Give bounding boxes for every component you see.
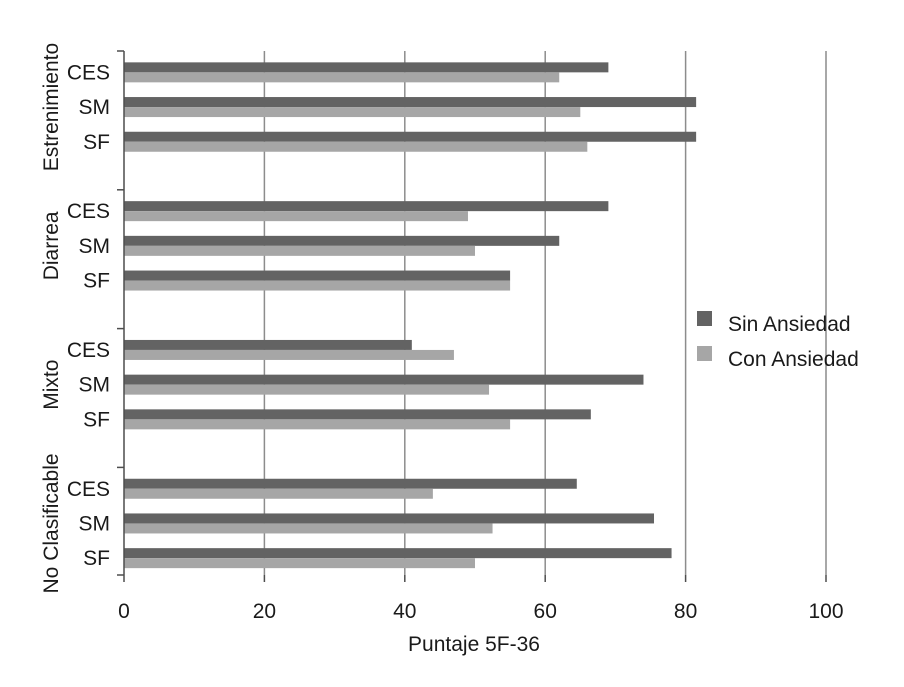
legend-label-con-ansiedad: Con Ansiedad	[728, 348, 859, 371]
category-label-g0-c2: SF	[83, 131, 110, 154]
bar-sin-ansiedad-g0-c2	[124, 131, 697, 142]
category-label-g2-c1: SM	[79, 374, 111, 397]
bar-sin-ansiedad-g2-c2	[124, 409, 591, 420]
legend-swatch-sin-ansiedad	[697, 311, 712, 326]
category-label-g2-c2: SF	[83, 408, 110, 431]
category-label-g1-c1: SM	[79, 235, 111, 258]
group-label-0: Estrenimiento	[40, 43, 63, 171]
bar-con-ansiedad-g0-c2	[124, 141, 588, 152]
x-axis-title: Puntaje 5F-36	[408, 633, 540, 656]
bar-con-ansiedad-g2-c1	[124, 384, 490, 395]
category-label-g3-c2: SF	[83, 547, 110, 570]
group-label-1: Diarrea	[40, 211, 63, 280]
bar-sin-ansiedad-g3-c2	[124, 548, 672, 559]
tick-label-x-80: 80	[674, 600, 697, 623]
category-label-g3-c0: CES	[67, 478, 110, 501]
axes	[117, 50, 827, 582]
category-label-g1-c2: SF	[83, 270, 110, 293]
bar-sin-ansiedad-g1-c0	[124, 201, 609, 212]
bar-con-ansiedad-g3-c1	[124, 523, 493, 534]
bar-con-ansiedad-g0-c1	[124, 107, 581, 118]
category-label-g3-c1: SM	[79, 512, 111, 535]
tick-label-x-40: 40	[393, 600, 416, 623]
bar-con-ansiedad-g1-c2	[124, 280, 511, 291]
bar-sin-ansiedad-g1-c1	[124, 235, 560, 246]
category-label-g0-c0: CES	[67, 61, 110, 84]
tick-label-x-60: 60	[534, 600, 557, 623]
bar-sin-ansiedad-g0-c0	[124, 62, 609, 73]
bar-con-ansiedad-g3-c0	[124, 488, 433, 499]
group-label-3: No Clasificable	[40, 453, 63, 593]
bar-con-ansiedad-g3-c2	[124, 558, 475, 569]
tick-label-x-20: 20	[253, 600, 276, 623]
bar-con-ansiedad-g0-c0	[124, 72, 560, 83]
legend-swatch-con-ansiedad	[697, 346, 712, 361]
category-label-g1-c0: CES	[67, 200, 110, 223]
bar-sin-ansiedad-g3-c1	[124, 513, 655, 524]
tick-label-x-0: 0	[118, 600, 130, 623]
category-label-g0-c1: SM	[79, 96, 111, 119]
group-label-2: Mixto	[40, 360, 63, 410]
bar-con-ansiedad-g2-c2	[124, 419, 511, 430]
bar-sin-ansiedad-g2-c1	[124, 374, 644, 385]
legend: Sin Ansiedad Con Ansiedad	[697, 311, 859, 371]
bar-sin-ansiedad-g2-c0	[124, 339, 412, 350]
bar-sin-ansiedad-g0-c1	[124, 97, 697, 108]
tick-label-x-100: 100	[808, 600, 843, 623]
bar-con-ansiedad-g1-c1	[124, 245, 475, 256]
legend-label-sin-ansiedad: Sin Ansiedad	[728, 313, 851, 336]
bars	[124, 62, 697, 569]
labels: 0 20 40 60 80 100CESSMSFEstrenimientoCESSMSFD…	[40, 43, 844, 623]
bar-con-ansiedad-g2-c0	[124, 349, 454, 360]
bar-con-ansiedad-g1-c0	[124, 211, 468, 222]
category-label-g2-c0: CES	[67, 339, 110, 362]
bar-sin-ansiedad-g3-c0	[124, 478, 577, 489]
bar-sin-ansiedad-g1-c2	[124, 270, 511, 281]
